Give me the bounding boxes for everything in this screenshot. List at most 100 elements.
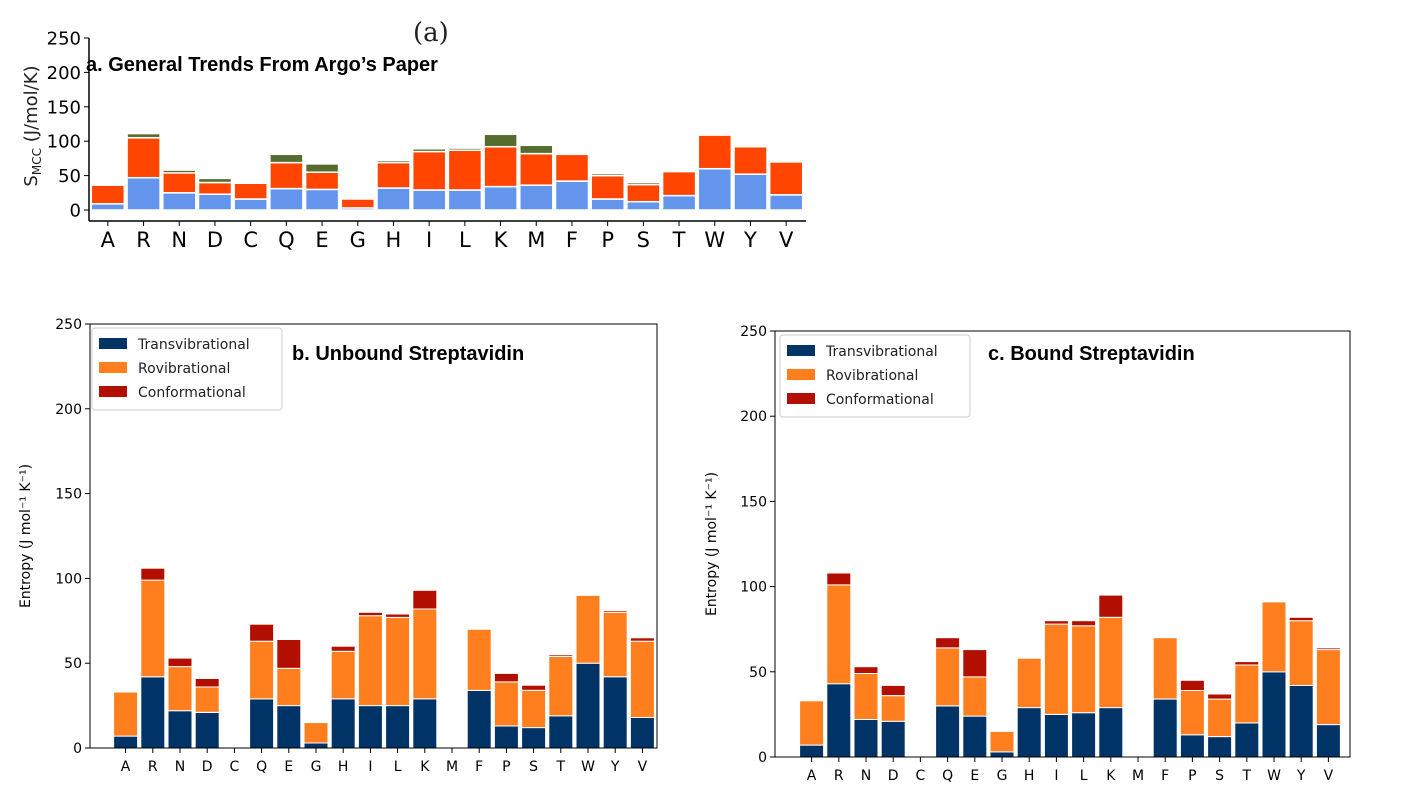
bar-c-N-s2 — [853, 666, 879, 675]
chart-b: A R N D C Q E G H I L K M F P S T W Y V 0 50 100 150 200 250 Entro… — [18, 317, 658, 775]
bar-b-V-s1 — [629, 640, 655, 719]
bar-b-I-s1 — [357, 615, 383, 707]
bar-b-R-s1 — [140, 579, 166, 678]
bar-c-N-s0 — [853, 719, 879, 758]
legend-label-b-2: Conformational — [138, 385, 246, 401]
legend-label-b-1: Rovibrational — [138, 361, 230, 377]
bar-a-D-s1 — [197, 181, 233, 195]
x-tick-label-a-Y: Y — [743, 228, 757, 252]
x-tick-label-a-K: K — [494, 228, 509, 252]
bar-c-W-s1 — [1261, 601, 1287, 673]
x-tick-label-b-E: E — [284, 759, 293, 775]
x-tick-label-a-P: P — [601, 228, 614, 252]
bar-c-I-s0 — [1043, 713, 1069, 758]
bar-c-P-s1 — [1179, 690, 1205, 736]
bar-a-K-s2 — [483, 133, 518, 148]
y-tick-label-a-200: 200 — [47, 63, 81, 84]
x-tick-label-c-C: C — [916, 768, 926, 784]
bar-c-D-s2 — [880, 684, 906, 697]
y-tick-label-b-0: 0 — [73, 741, 82, 757]
annotation-general-trends: a. General Trends From Argo’s Paper — [86, 54, 438, 76]
x-tick-label-c-A: A — [807, 768, 817, 784]
bar-b-L-s1 — [385, 616, 411, 707]
bar-c-T-s1 — [1234, 664, 1260, 724]
bar-c-F-s1 — [1152, 637, 1178, 700]
bar-b-E-s2 — [276, 639, 302, 669]
legend-c: Transvibrational Rovibrational Conformatio… — [779, 334, 971, 418]
bar-c-P-s0 — [1179, 734, 1205, 758]
x-tick-label-c-G: G — [997, 768, 1008, 784]
x-tick-label-c-I: I — [1054, 768, 1058, 784]
axes-frame-b — [89, 323, 658, 749]
bar-a-S-s0 — [626, 200, 661, 211]
bar-a-I-s0 — [411, 189, 447, 211]
x-tick-label-c-S: S — [1215, 768, 1224, 784]
x-tick-label-c-M: M — [1132, 768, 1144, 784]
chart-c: A R N D C Q E G H I L K M F P S T W Y V 0 50 100 150 200 250 Entro… — [704, 324, 1351, 784]
x-tick-label-a-W: W — [704, 228, 725, 252]
bar-b-T-s1 — [548, 655, 574, 717]
bar-a-S-s1 — [626, 183, 661, 203]
bar-a-Q-s0 — [269, 187, 304, 211]
bar-b-E-s0 — [276, 705, 302, 749]
x-tick-label-b-I: I — [368, 759, 372, 775]
bar-a-C-s1 — [233, 182, 268, 200]
bar-b-D-s1 — [194, 686, 220, 713]
bar-a-M-s2 — [519, 144, 554, 155]
bar-a-L-s0 — [447, 189, 483, 211]
axes-frame-c — [774, 330, 1351, 758]
bar-a-W-s2 — [697, 133, 733, 136]
legend-label-c-0: Transvibrational — [825, 344, 938, 360]
x-tick-label-a-T: T — [672, 228, 686, 252]
y-tick-label-a-150: 150 — [47, 97, 81, 118]
bar-b-E-s1 — [276, 667, 302, 707]
x-tick-label-a-H: H — [386, 228, 402, 252]
y-tick-label-a-50: 50 — [58, 166, 81, 187]
bar-c-Y-s1 — [1288, 620, 1314, 687]
bar-a-V-s1 — [768, 161, 804, 196]
x-tick-label-a-F: F — [566, 228, 578, 252]
bar-b-Q-s2 — [249, 623, 275, 642]
bar-a-P-s0 — [590, 198, 625, 211]
bar-b-K-s0 — [412, 698, 438, 749]
bar-b-H-s0 — [330, 698, 356, 749]
x-tick-label-a-Q: Q — [278, 228, 295, 252]
bar-c-R-s2 — [826, 572, 852, 586]
bar-a-L-s2 — [447, 147, 483, 151]
x-tick-label-a-N: N — [171, 228, 187, 252]
bar-b-D-s0 — [194, 711, 220, 749]
x-tick-label-b-T: T — [556, 759, 566, 775]
bar-c-H-s1 — [1016, 657, 1042, 709]
bar-b-G-s1 — [303, 722, 329, 744]
bar-a-D-s2 — [197, 177, 233, 184]
bar-b-S-s2 — [521, 684, 547, 691]
bar-b-P-s1 — [493, 681, 519, 727]
bar-a-A-s1 — [90, 184, 126, 205]
chart-a: A R N D C Q E G H I L K M F P S T W Y V 0 50 100 150 200 250SMCC … — [21, 28, 806, 252]
bar-c-K-s2 — [1098, 594, 1124, 618]
bar-c-N-s1 — [853, 673, 879, 720]
bar-b-P-s0 — [493, 725, 519, 749]
bar-a-C-s2 — [233, 181, 268, 184]
bar-b-V-s0 — [629, 717, 655, 749]
bar-b-K-s1 — [412, 608, 438, 700]
bar-c-Y-s0 — [1288, 684, 1314, 758]
bar-c-S-s1 — [1207, 698, 1233, 738]
bar-a-M-s1 — [519, 152, 554, 186]
x-tick-label-b-Y: Y — [610, 759, 620, 775]
y-tick-label-b-200: 200 — [55, 402, 82, 418]
bar-a-C-s0 — [233, 198, 268, 211]
bar-c-K-s1 — [1098, 616, 1124, 709]
x-tick-label-c-Y: Y — [1296, 768, 1306, 784]
x-tick-label-c-E: E — [970, 768, 979, 784]
bar-a-L-s1 — [447, 149, 483, 191]
bar-a-V-s2 — [768, 160, 804, 163]
bar-b-A-s1 — [113, 691, 139, 737]
bar-a-F-s0 — [554, 180, 590, 211]
bar-a-H-s1 — [376, 161, 411, 189]
legend-box-c — [779, 334, 971, 418]
x-tick-label-a-R: R — [136, 228, 151, 252]
bar-b-W-s1 — [575, 594, 601, 664]
bar-a-N-s1 — [162, 172, 197, 194]
y-tick-label-b-100: 100 — [55, 571, 82, 587]
